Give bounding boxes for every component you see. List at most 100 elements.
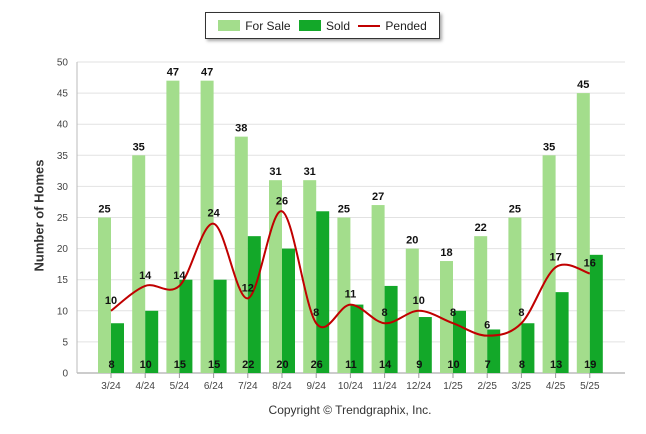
bar-for-sale xyxy=(98,217,111,373)
legend-label-for-sale: For Sale xyxy=(245,18,291,33)
y-tick-label: 25 xyxy=(57,213,69,224)
x-tick-label: 4/25 xyxy=(546,381,566,392)
y-tick-label: 10 xyxy=(57,306,69,317)
bar-for-sale xyxy=(508,217,522,373)
y-axis-title: Number of Homes xyxy=(31,159,47,272)
sold-value-label: 20 xyxy=(276,359,288,371)
x-axis-ticks: 3/24 4/24 5/24 6/24 7/24 8/24 9/24 10/24 11/24 12… xyxy=(101,373,600,392)
pended-value-label: 10 xyxy=(413,295,425,307)
for-sale-value-label: 35 xyxy=(133,141,145,153)
bar-for-sale xyxy=(132,155,146,373)
bar-sold xyxy=(384,285,398,373)
bar-for-sale xyxy=(542,155,556,373)
bar-for-sale xyxy=(474,236,488,373)
x-tick-label: 6/24 xyxy=(204,381,224,392)
bar-sold xyxy=(213,279,227,373)
pended-value-label: 14 xyxy=(139,270,152,282)
for-sale-value-label: 20 xyxy=(406,235,418,247)
legend-item-for-sale[interactable]: For Sale xyxy=(218,18,291,33)
y-tick-label: 50 xyxy=(57,58,69,69)
x-tick-label: 11/24 xyxy=(372,381,397,392)
bar-sold xyxy=(555,292,569,373)
sold-swatch xyxy=(298,20,321,31)
y-tick-label: 30 xyxy=(57,182,69,193)
for-sale-value-label: 31 xyxy=(269,166,281,178)
pended-line xyxy=(110,210,591,337)
pended-value-label: 16 xyxy=(584,257,596,269)
sold-value-label: 14 xyxy=(379,359,392,371)
x-tick-label: 3/25 xyxy=(512,381,532,392)
copyright-text: Copyright © Trendgraphix, Inc. xyxy=(268,403,432,417)
bar-for-sale xyxy=(234,136,248,373)
for-sale-value-label: 22 xyxy=(475,222,487,234)
y-tick-label: 15 xyxy=(57,275,69,286)
for-sale-value-label: 27 xyxy=(372,191,384,203)
pended-swatch xyxy=(358,24,381,27)
pended-value-label: 12 xyxy=(242,282,254,294)
x-tick-label: 4/24 xyxy=(135,381,155,392)
bar-sold xyxy=(282,248,295,373)
y-tick-label: 35 xyxy=(57,151,69,162)
pended-value-label: 8 xyxy=(518,307,524,319)
sold-value-label: 19 xyxy=(584,359,596,371)
pended-value-label: 8 xyxy=(313,307,319,319)
legend-item-pended[interactable]: Pended xyxy=(358,18,427,33)
sold-value-label: 10 xyxy=(140,359,152,371)
bar-sold xyxy=(350,304,364,373)
sold-value-label: 10 xyxy=(447,359,459,371)
for-sale-value-label: 47 xyxy=(167,67,179,79)
bar-for-sale xyxy=(576,93,590,373)
sold-value-label: 15 xyxy=(208,359,220,371)
pended-value-label: 8 xyxy=(450,307,456,319)
pended-series-line xyxy=(110,210,591,337)
x-tick-label: 10/24 xyxy=(338,381,363,392)
legend-label-sold: Sold xyxy=(325,18,350,33)
bar-sold xyxy=(589,254,603,373)
bar-for-sale xyxy=(303,180,317,373)
x-tick-label: 2/25 xyxy=(477,381,497,392)
pended-value-label: 17 xyxy=(549,251,561,263)
for-sale-value-label: 35 xyxy=(543,141,555,153)
y-tick-label: 40 xyxy=(57,120,69,131)
sold-value-label: 22 xyxy=(242,359,254,371)
bar-sold xyxy=(418,317,432,373)
bar-for-sale xyxy=(405,248,419,373)
pended-value-label: 10 xyxy=(105,295,117,307)
bar-for-sale xyxy=(371,205,385,373)
x-tick-label: 1/25 xyxy=(443,381,463,392)
sold-value-label: 11 xyxy=(345,359,357,371)
bar-sold xyxy=(487,329,501,373)
x-tick-label: 7/24 xyxy=(238,381,258,392)
sold-value-label: 8 xyxy=(519,359,525,371)
for-sale-value-label: 18 xyxy=(440,247,452,259)
data-labels: 25 8 35 10 47 15 47 15 38 22 31 20 31 26 25 11 27 14 20 9 18… xyxy=(98,67,596,371)
for-sale-swatch xyxy=(218,20,241,31)
x-tick-label: 9/24 xyxy=(306,381,326,392)
pended-value-label: 26 xyxy=(276,195,288,207)
bar-sold xyxy=(316,211,330,373)
bars xyxy=(98,80,603,373)
for-sale-value-label: 25 xyxy=(338,204,350,216)
pended-value-label: 8 xyxy=(382,307,388,319)
for-sale-value-label: 25 xyxy=(509,204,521,216)
bar-sold xyxy=(521,323,535,373)
y-axis-ticks: 0 5 10 15 20 25 30 35 40 45 50 xyxy=(57,58,69,380)
x-tick-label: 3/24 xyxy=(101,381,121,392)
bar-for-sale xyxy=(269,180,282,373)
legend[interactable]: For Sale Sold Pended xyxy=(205,12,440,39)
bar-sold xyxy=(145,310,159,373)
for-sale-value-label: 31 xyxy=(304,166,316,178)
x-tick-label: 12/24 xyxy=(406,381,431,392)
legend-label-pended: Pended xyxy=(385,18,427,33)
sold-value-label: 7 xyxy=(485,359,491,371)
bar-sold xyxy=(453,310,466,373)
sold-value-label: 15 xyxy=(174,359,186,371)
for-sale-value-label: 38 xyxy=(235,123,247,135)
legend-item-sold[interactable]: Sold xyxy=(298,18,350,33)
bar-sold xyxy=(179,279,193,373)
x-tick-label: 5/25 xyxy=(580,381,600,392)
bar-for-sale xyxy=(166,80,180,373)
for-sale-value-label: 45 xyxy=(577,79,589,91)
pended-value-label: 24 xyxy=(207,208,220,220)
